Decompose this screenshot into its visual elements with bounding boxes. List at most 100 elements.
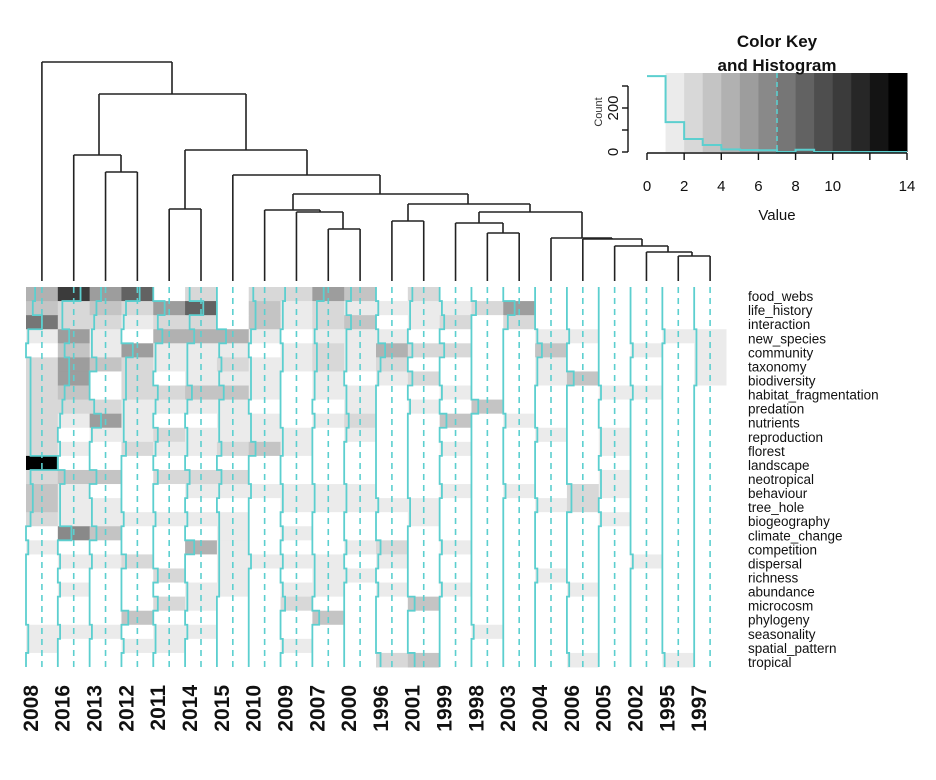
color-key-swatch	[888, 73, 908, 152]
heatmap-cell	[630, 301, 663, 316]
heatmap-cell	[694, 399, 727, 415]
column-trace	[25, 287, 59, 667]
row-label: taxonomy	[748, 359, 807, 374]
heatmap-cell	[280, 343, 313, 358]
heatmap-cell	[312, 287, 345, 302]
color-key-swatch	[758, 73, 778, 152]
heatmap-cell	[566, 498, 600, 513]
heatmap-cell	[57, 540, 91, 555]
row-label: behaviour	[748, 486, 808, 501]
heatmap-cell	[630, 554, 663, 569]
heatmap-cell	[503, 638, 536, 654]
heatmap-cell	[566, 540, 600, 555]
heatmap-cell	[535, 596, 568, 612]
heatmap-cell	[598, 554, 632, 569]
row-label: tropical	[748, 655, 792, 670]
heatmap-cell	[153, 399, 186, 415]
color-key-title-line1: Color Key	[737, 32, 818, 51]
heatmap-cell	[376, 554, 409, 569]
heatmap-cell	[439, 498, 472, 513]
color-key-bars	[647, 73, 908, 153]
heatmap-cell	[535, 498, 568, 513]
heatmap-cell	[153, 554, 186, 569]
heatmap-cell	[89, 301, 122, 316]
heatmap-cell	[344, 441, 377, 457]
row-label: landscape	[748, 458, 810, 473]
heatmap-cell	[89, 441, 122, 457]
row-label: florest	[748, 444, 785, 459]
heatmap-cell	[662, 484, 695, 499]
heatmap-cell	[312, 399, 345, 415]
heatmap-cell	[185, 385, 218, 401]
column-trace	[406, 287, 416, 667]
heatmap-cell	[598, 441, 632, 457]
heatmap-cell	[535, 540, 568, 555]
heatmap-cell	[121, 343, 154, 358]
column-trace	[597, 287, 602, 667]
heatmap-cell	[694, 301, 727, 316]
heatmap-cell	[121, 399, 154, 415]
heatmap-cell	[566, 554, 600, 569]
column-trace	[152, 287, 166, 667]
heatmap-cell	[407, 441, 441, 457]
x-tick-label: 10	[824, 178, 841, 195]
heatmap-cell	[312, 301, 345, 316]
heatmap-cell	[376, 301, 409, 316]
heatmap-cell	[248, 287, 282, 302]
heatmap-cell	[407, 498, 441, 513]
heatmap-cell	[153, 441, 186, 457]
heatmap-cell	[376, 385, 409, 401]
heatmap-cell	[216, 399, 250, 415]
heatmap-cell	[280, 441, 313, 457]
heatmap-cell	[376, 484, 409, 499]
heatmap-cell	[598, 399, 632, 415]
row-label: dispersal	[748, 556, 802, 571]
heatmap-cell	[344, 554, 377, 569]
column-trace	[470, 287, 480, 667]
column-label: 1996	[370, 685, 393, 732]
heatmap-cell	[535, 287, 568, 302]
y-tick-label: 200	[605, 95, 622, 120]
heatmap-cell	[376, 498, 409, 513]
heatmap-cell	[153, 498, 186, 513]
column-trace	[534, 287, 543, 667]
heatmap-cell	[376, 638, 409, 654]
column-trace	[120, 287, 141, 667]
heatmap-cell	[471, 441, 504, 457]
heatmap-cell	[26, 343, 59, 358]
heatmap-cell	[344, 540, 377, 555]
heatmap-cell	[312, 484, 345, 499]
heatmap-cell	[280, 652, 313, 668]
heatmap-cell	[598, 301, 632, 316]
heatmap-cell	[598, 484, 632, 499]
heatmap-cell	[344, 301, 377, 316]
heatmap-cell	[185, 441, 218, 457]
heatmap-cell	[439, 596, 472, 612]
heatmap-cell	[694, 484, 727, 499]
heatmap-cell	[535, 484, 568, 499]
heatmap-cell	[439, 399, 472, 415]
heatmap-cell	[185, 399, 218, 415]
heatmap-cell	[121, 596, 154, 612]
heatmap-cell	[121, 385, 154, 401]
heatmap-cell	[57, 638, 91, 654]
column-trace	[693, 287, 698, 667]
heatmap-cell	[471, 287, 504, 302]
heatmap-cell	[216, 484, 250, 499]
heatmap-cell	[471, 343, 504, 358]
color-key-ylabel: Count	[593, 97, 605, 126]
heatmap-cell	[694, 596, 727, 612]
heatmap-cell	[471, 399, 504, 415]
heatmap-cell	[248, 301, 282, 316]
heatmap-cell	[185, 484, 218, 499]
heatmap-cell	[598, 385, 632, 401]
heatmap-cell	[248, 484, 282, 499]
heatmap-cell	[598, 287, 632, 302]
x-tick-label: 0	[643, 178, 651, 195]
heatmap-cell	[503, 554, 536, 569]
heatmap-cell	[280, 540, 313, 555]
heatmap-cell	[407, 343, 441, 358]
heatmap-cell	[26, 399, 59, 415]
color-key-swatch	[665, 73, 685, 152]
heatmap-cell	[471, 385, 504, 401]
